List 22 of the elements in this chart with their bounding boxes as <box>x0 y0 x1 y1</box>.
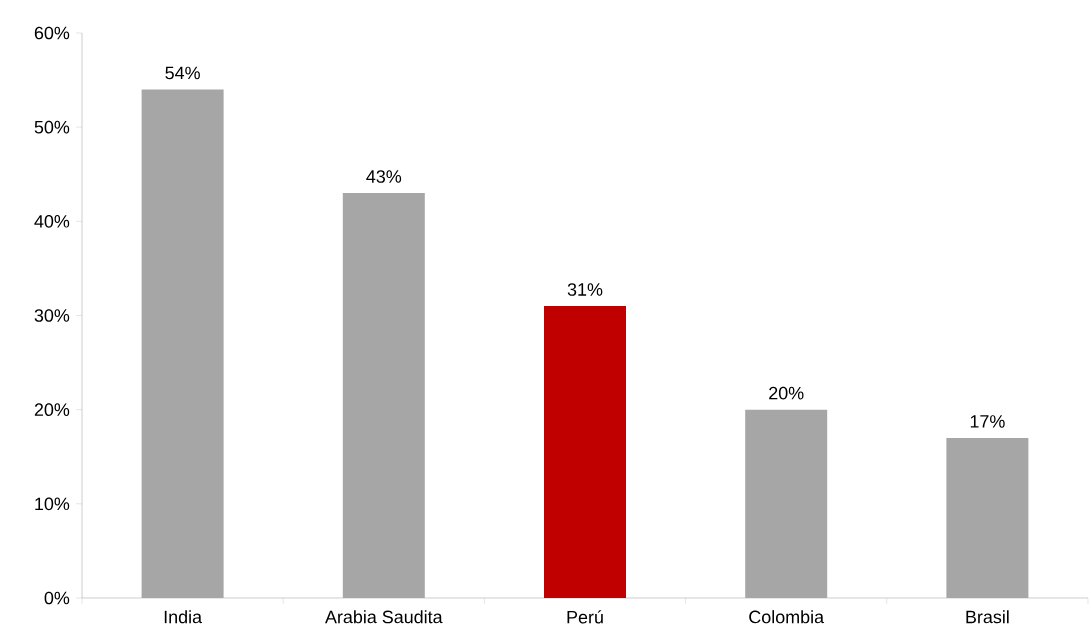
bar <box>745 409 828 598</box>
x-tick-label: Brasil <box>966 610 1009 624</box>
data-label: 17% <box>970 415 1005 428</box>
bar <box>946 437 1029 598</box>
bar <box>544 306 626 598</box>
y-tick-label: 50% <box>34 120 70 134</box>
y-tick-label: 10% <box>35 497 70 511</box>
y-tick-label: 0% <box>44 591 70 605</box>
x-tick-label: Perú <box>567 610 603 624</box>
x-tick-label: India <box>164 610 203 624</box>
data-label: 43% <box>366 170 402 183</box>
x-tick-label: Arabia Saudita <box>325 610 443 624</box>
x-tick-label: Colombia <box>749 610 825 624</box>
y-tick-label: 20% <box>34 403 70 416</box>
y-tick-label: 40% <box>34 214 70 228</box>
bar <box>141 89 224 598</box>
y-tick-label: 60% <box>34 26 70 40</box>
data-label: 20% <box>769 386 804 400</box>
data-label: 31% <box>567 283 603 296</box>
data-label: 54% <box>165 66 200 80</box>
bar <box>342 193 425 598</box>
y-tick-label: 30% <box>34 309 70 322</box>
